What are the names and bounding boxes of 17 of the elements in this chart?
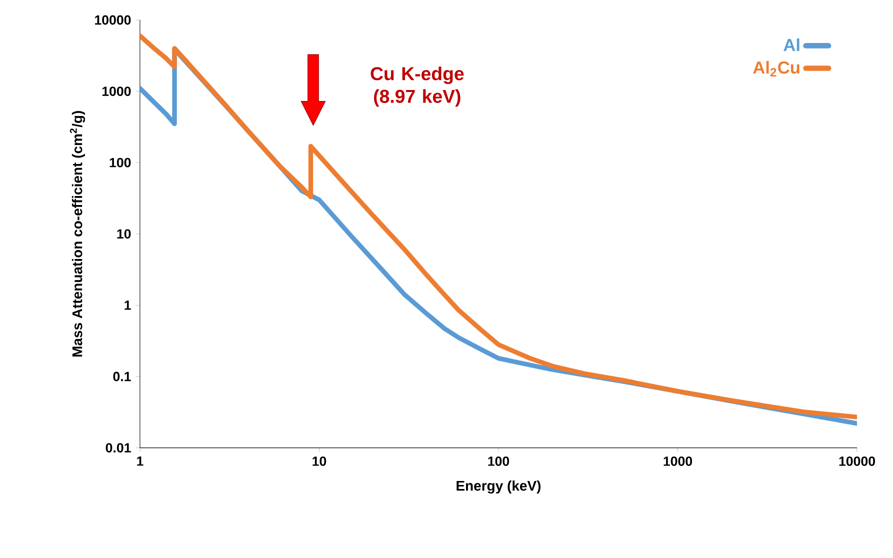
x-tick-label: 10 <box>312 456 326 466</box>
y-tick-label: 10000 <box>95 15 131 24</box>
y-tick-label: 1000 <box>102 86 131 96</box>
x-tick-label: 10000 <box>839 456 875 466</box>
y-axis-title: Mass Attenuation co-efficient (cm$^{2}$/g) <box>70 110 86 356</box>
y-tick-label: 0.1 <box>113 372 131 382</box>
y-tick-label: 100 <box>110 158 131 168</box>
y-tick-label: 1 <box>124 300 131 310</box>
legend-label: Al$_{2}$Cu <box>753 60 800 76</box>
legend-label: Al <box>784 38 800 51</box>
annotation: Cu K-edge (8.97 keV) <box>370 66 464 106</box>
x-tick-label: 1000 <box>664 456 692 466</box>
y-tick-label: 10 <box>117 228 131 238</box>
x-tick-label: 100 <box>488 456 510 466</box>
y-tick-label: 0.01 <box>106 442 131 452</box>
x-axis-title: Energy (keV) <box>456 480 541 494</box>
x-tick-label: 1 <box>137 456 144 466</box>
